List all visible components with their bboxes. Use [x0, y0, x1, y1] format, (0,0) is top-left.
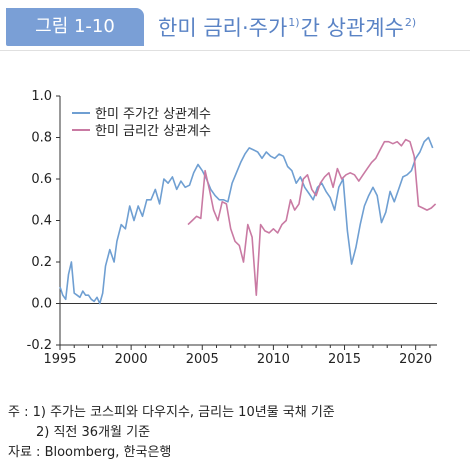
- line-chart: -0.2 0.0 0.2 0.4 0.6 0.8 1.0 1995 2000 2005 2010 20…: [27, 89, 437, 367]
- title-footnote-2: 2): [404, 16, 417, 29]
- figure-notes: 주 : 1) 주가는 코스피와 다우지수, 금리는 10년물 국채 기준 2) …: [8, 403, 335, 463]
- legend-label-2: 한미 금리간 상관계수: [95, 124, 211, 139]
- y-tick-label: 0.4: [31, 214, 52, 229]
- figure-title: 한미 금리·주가1)간 상관계수2): [158, 12, 416, 42]
- x-tick-label: 2020: [399, 352, 432, 367]
- x-tick-label: 2000: [115, 352, 148, 367]
- y-tick-label: -0.2: [27, 338, 52, 353]
- title-main: 한미 금리·주가: [158, 16, 288, 40]
- y-tick-label: 0.2: [31, 255, 52, 270]
- y-tick-label: 1.0: [31, 89, 52, 104]
- figure-header: 그림 1-10 한미 금리·주가1)간 상관계수2): [0, 8, 470, 48]
- note-2: 2) 직전 36개월 기준: [36, 425, 151, 440]
- stock-correlation-line: [59, 136, 434, 305]
- title-footnote-1: 1): [288, 16, 300, 29]
- y-tick-label: 0.6: [31, 172, 52, 187]
- y-tick-label: 0.8: [31, 131, 52, 146]
- source-note: 자료 : Bloomberg, 한국은행: [8, 445, 172, 460]
- legend-label-1: 한미 주가간 상관계수: [95, 107, 211, 122]
- x-tick-label: 2015: [328, 352, 361, 367]
- chart-panel: -0.2 0.0 0.2 0.4 0.6 0.8 1.0 1995 2000 2005 2010 20…: [0, 50, 470, 395]
- rate-correlation-line: [187, 138, 437, 296]
- title-mid: 간 상관계수: [300, 16, 404, 40]
- y-tick-label: 0.0: [31, 297, 52, 312]
- x-tick-label: 2005: [186, 352, 219, 367]
- figure-number-badge: 그림 1-10: [6, 8, 144, 46]
- x-tick-label: 2010: [257, 352, 290, 367]
- note-1: 주 : 1) 주가는 코스피와 다우지수, 금리는 10년물 국채 기준: [8, 405, 335, 420]
- x-tick-label: 1995: [43, 352, 76, 367]
